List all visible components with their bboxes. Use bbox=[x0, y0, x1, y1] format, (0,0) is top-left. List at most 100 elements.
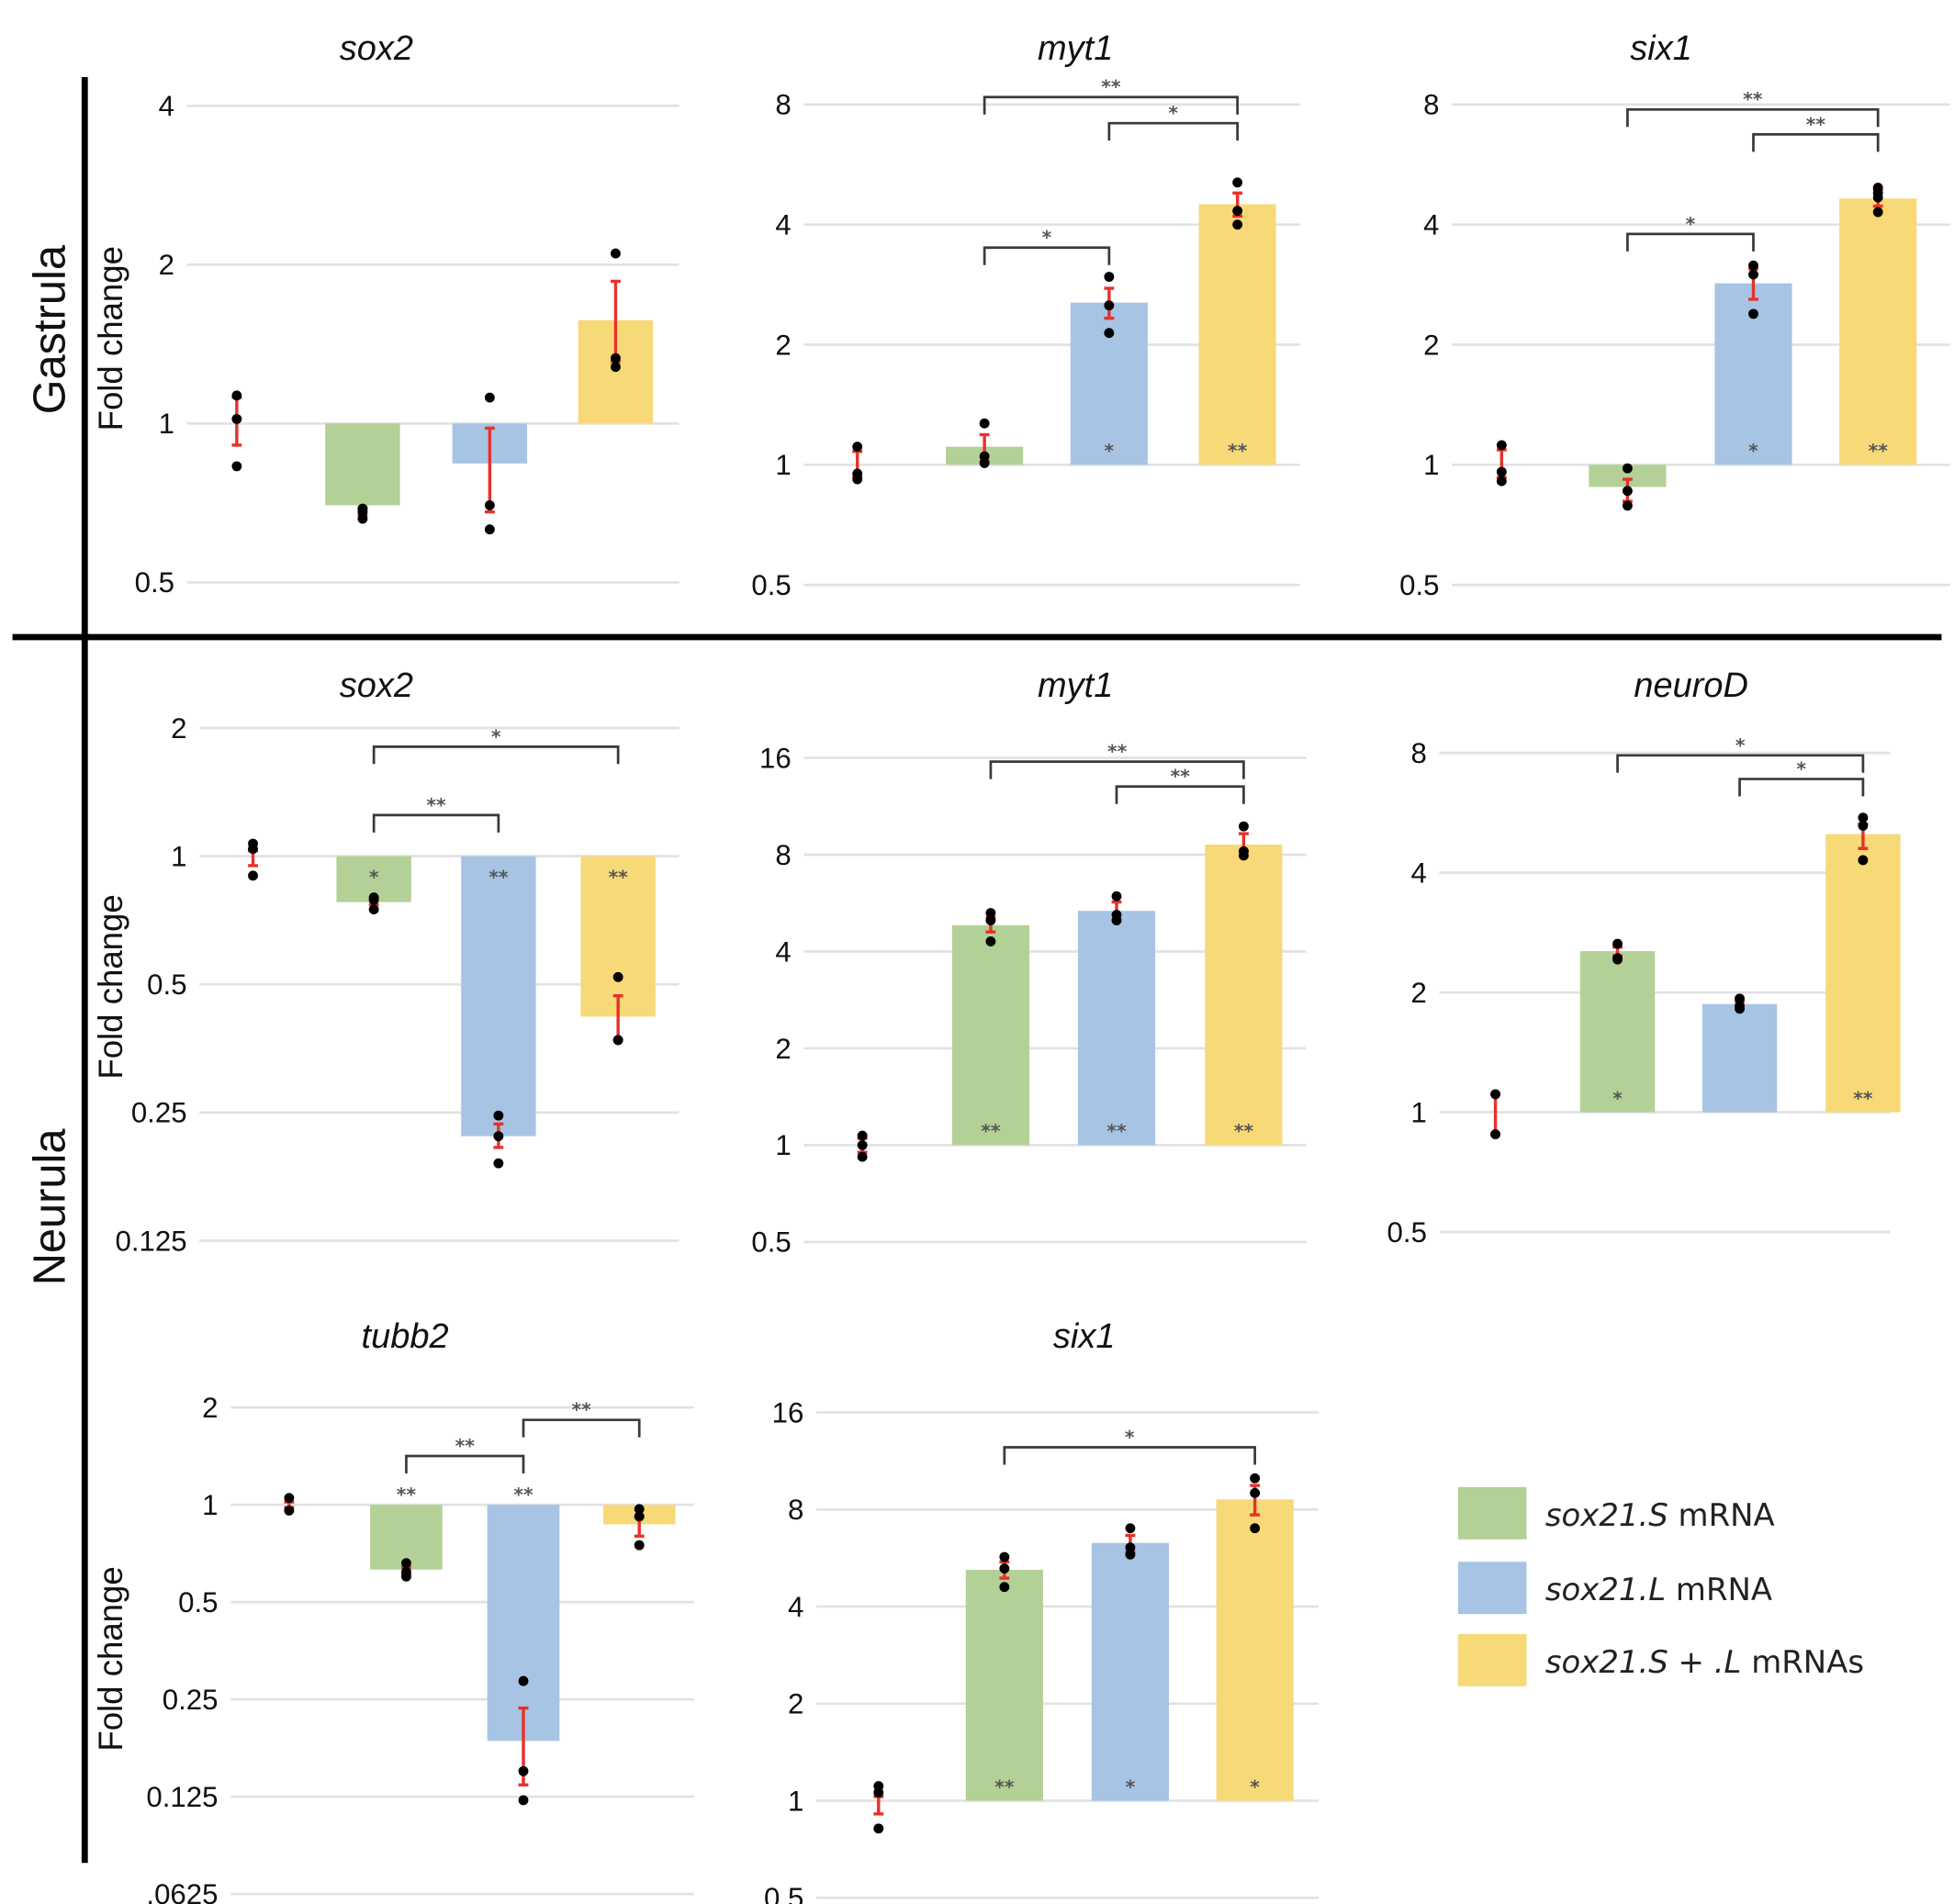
significance-mark: ** bbox=[994, 1775, 1015, 1798]
data-point-control bbox=[1496, 440, 1507, 451]
data-point-sox21-l bbox=[484, 392, 495, 403]
chart-panel-4: myt1 16 8 4 2 1 0.5 ** ** ** ** ** bbox=[751, 666, 1307, 1259]
data-point-control bbox=[1496, 466, 1507, 477]
data-point-sox21-s bbox=[979, 457, 990, 468]
data-point-control bbox=[852, 474, 863, 485]
legend-label-rest: mRNA bbox=[1666, 1572, 1772, 1607]
bar-sox21-s-l bbox=[1839, 198, 1917, 465]
comparison-bracket bbox=[1616, 754, 1865, 773]
y-tick-label: 0.125 bbox=[146, 1781, 218, 1813]
y-tick-label: 0.5 bbox=[1399, 569, 1439, 601]
comparison-bracket bbox=[1752, 133, 1880, 152]
bar-sox21-s-l bbox=[1198, 204, 1276, 465]
data-point-control bbox=[1490, 1129, 1500, 1140]
legend-label-rest: mRNA bbox=[1668, 1497, 1775, 1533]
comparison-significance: ** bbox=[1101, 76, 1121, 98]
data-point-sox21-s-l bbox=[1250, 1487, 1261, 1498]
data-point-sox21-s bbox=[401, 1558, 411, 1569]
data-point-sox21-l bbox=[484, 499, 495, 510]
y-tick-label: 4 bbox=[788, 1591, 803, 1623]
comparison-bracket bbox=[1003, 1446, 1256, 1465]
comparison-bracket bbox=[1107, 121, 1239, 141]
legend-label-italic: sox21.S + .L bbox=[1545, 1644, 1742, 1680]
bar-sox21-l bbox=[1077, 911, 1156, 1146]
data-point-sox21-l bbox=[1735, 993, 1745, 1004]
y-tick-label: 8 bbox=[775, 839, 791, 871]
legend-label: sox21.S mRNA bbox=[1545, 1497, 1775, 1533]
legend-label-rest: mRNAs bbox=[1741, 1644, 1864, 1680]
legend-swatch bbox=[1457, 1486, 1527, 1540]
data-point-sox21-s bbox=[1612, 954, 1623, 965]
bar-sox21-s bbox=[951, 924, 1029, 1146]
comparison-bracket bbox=[989, 760, 1245, 779]
chart-title: neuroD bbox=[1634, 666, 1748, 705]
data-point-sox21-s bbox=[1612, 938, 1623, 949]
comparison-bracket bbox=[1115, 785, 1245, 804]
y-tick-label: 2 bbox=[775, 329, 791, 361]
data-point-control bbox=[852, 442, 863, 453]
data-point-control bbox=[284, 1493, 295, 1504]
data-point-control bbox=[231, 413, 242, 424]
data-point-sox21-s bbox=[985, 936, 996, 946]
data-point-sox21-s bbox=[999, 1551, 1010, 1562]
legend-label: sox21.S + .L mRNAs bbox=[1545, 1644, 1864, 1680]
y-tick-label: 1 bbox=[775, 1129, 791, 1161]
significance-mark: ** bbox=[513, 1484, 533, 1506]
data-point-sox21-l bbox=[1111, 915, 1122, 925]
y-axis-label: Fold change bbox=[92, 1566, 129, 1751]
legend-label: sox21.L mRNA bbox=[1545, 1572, 1772, 1607]
legend-swatch bbox=[1457, 1633, 1527, 1686]
data-point-sox21-l bbox=[493, 1131, 504, 1142]
y-tick-label: 4 bbox=[775, 935, 791, 968]
data-point-sox21-s-l bbox=[634, 1511, 645, 1522]
comparison-bracket bbox=[372, 745, 620, 765]
y-tick-label: 8 bbox=[775, 89, 791, 121]
data-point-sox21-l bbox=[1104, 328, 1115, 339]
y-tick-label: 4 bbox=[775, 209, 791, 241]
y-tick-label: 0.25 bbox=[131, 1097, 187, 1129]
comparison-bracket bbox=[372, 813, 500, 833]
data-point-sox21-l bbox=[484, 524, 495, 535]
data-point-sox21-s bbox=[999, 1582, 1010, 1593]
data-point-sox21-s-l bbox=[1872, 192, 1883, 203]
y-axis-label: Fold change bbox=[92, 246, 129, 431]
data-point-sox21-l bbox=[1748, 260, 1758, 271]
data-point-sox21-s-l bbox=[1232, 177, 1243, 188]
comparison-bracket bbox=[983, 95, 1239, 115]
legend-label-italic: sox21.S bbox=[1545, 1497, 1668, 1533]
data-point-sox21-s-l bbox=[1250, 1523, 1261, 1534]
comparison-bracket bbox=[1738, 778, 1865, 797]
data-point-sox21-l bbox=[1111, 890, 1122, 902]
data-point-sox21-l bbox=[1104, 300, 1115, 311]
data-point-sox21-s bbox=[368, 904, 379, 914]
y-tick-label: 0.5 bbox=[764, 1882, 803, 1904]
data-point-sox21-s bbox=[368, 894, 379, 905]
y-axis-label: Fold change bbox=[92, 894, 129, 1079]
data-point-control bbox=[873, 1823, 884, 1834]
comparison-bracket bbox=[1626, 232, 1755, 252]
data-point-sox21-s-l bbox=[1250, 1473, 1261, 1484]
y-tick-label: 1 bbox=[775, 449, 791, 481]
y-tick-label: 1 bbox=[1411, 1096, 1427, 1128]
comparison-significance: ** bbox=[426, 794, 446, 816]
significance-mark: ** bbox=[397, 1484, 417, 1506]
significance-mark: * bbox=[1105, 440, 1115, 462]
data-point-control bbox=[231, 390, 242, 401]
data-point-sox21-s-l bbox=[1239, 850, 1249, 861]
data-point-sox21-s-l bbox=[634, 1504, 645, 1515]
bar-sox21-l bbox=[1701, 1003, 1778, 1113]
data-point-sox21-s-l bbox=[1232, 219, 1243, 230]
comparison-bracket bbox=[405, 1454, 525, 1473]
significance-mark: ** bbox=[1234, 1120, 1254, 1142]
bar-sox21-l bbox=[461, 856, 536, 1137]
comparison-bracket bbox=[522, 1418, 641, 1438]
significance-mark: * bbox=[1250, 1775, 1260, 1798]
comparison-significance: ** bbox=[1107, 741, 1128, 763]
data-point-sox21-s-l bbox=[1858, 820, 1869, 831]
bar-sox21-s bbox=[1579, 951, 1656, 1113]
y-tick-label: 0.125 bbox=[115, 1225, 186, 1257]
data-point-sox21-s-l bbox=[611, 353, 621, 364]
y-tick-label: 0.5 bbox=[751, 569, 791, 601]
